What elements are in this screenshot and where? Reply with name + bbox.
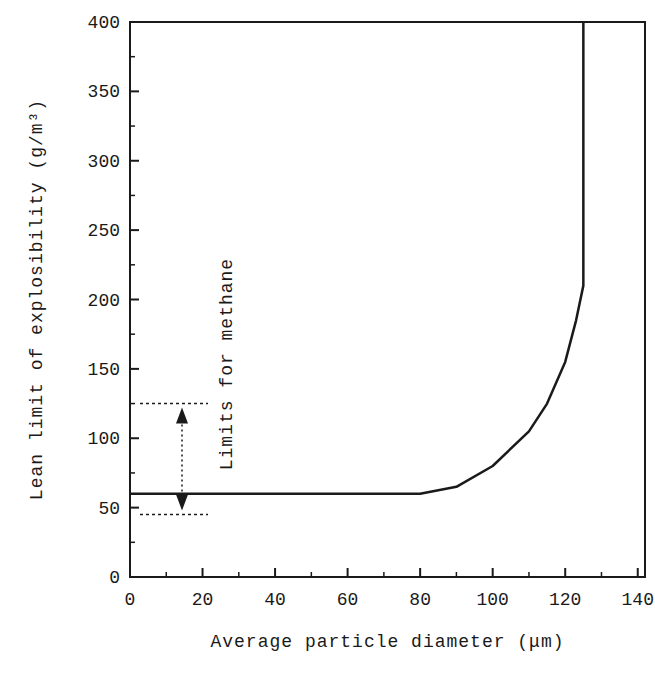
y-tick-label: 200: [88, 291, 120, 311]
y-minor-tick: [130, 264, 135, 266]
x-minor-tick: [456, 572, 458, 577]
x-minor-tick: [238, 572, 240, 577]
y-tick: [130, 160, 139, 162]
y-minor-tick: [130, 472, 135, 474]
y-tick-label: 0: [109, 568, 120, 588]
x-axis-title: Average particle diameter (μm): [210, 632, 564, 652]
x-tick-label: 120: [549, 590, 581, 610]
y-minor-tick: [130, 542, 135, 544]
y-tick-label: 100: [88, 429, 120, 449]
methane-arrow-shaft: [181, 420, 183, 499]
y-tick: [130, 437, 139, 439]
y-tick: [130, 229, 139, 231]
y-tick: [130, 90, 139, 92]
y-tick-label: 250: [88, 221, 120, 241]
series-line: [130, 22, 583, 494]
chart-container: 0 20 40 60 80 100 120 140 0 50 100 150 200 250 300 350 4…: [0, 0, 655, 692]
x-tick: [129, 568, 131, 577]
y-tick-label: 300: [88, 152, 120, 172]
x-tick: [347, 568, 349, 577]
x-tick-label: 100: [476, 590, 508, 610]
y-minor-tick: [130, 195, 135, 197]
plot-frame: [130, 22, 645, 577]
x-minor-tick: [601, 572, 603, 577]
y-minor-tick: [130, 56, 135, 58]
methane-limit-line: [140, 403, 208, 405]
y-tick: [130, 507, 139, 509]
y-tick-label: 350: [88, 82, 120, 102]
x-minor-tick: [166, 572, 168, 577]
x-tick: [274, 568, 276, 577]
y-tick-label: 150: [88, 360, 120, 380]
annotation-text: Limits for methane: [217, 258, 237, 470]
y-tick: [130, 576, 139, 578]
x-minor-tick: [528, 572, 530, 577]
x-tick-label: 20: [192, 590, 214, 610]
methane-arrow-head: [176, 408, 188, 424]
y-tick: [130, 21, 139, 23]
methane-arrow-head: [176, 495, 188, 511]
y-tick: [130, 299, 139, 301]
x-minor-tick: [383, 572, 385, 577]
x-tick-label: 140: [622, 590, 654, 610]
chart-svg: 0 20 40 60 80 100 120 140 0 50 100 150 200 250 300 350 4…: [0, 0, 655, 692]
x-tick-label: 40: [264, 590, 286, 610]
y-minor-tick: [130, 403, 135, 405]
y-tick-label: 400: [88, 13, 120, 33]
y-minor-tick: [130, 125, 135, 127]
x-tick: [419, 568, 421, 577]
x-tick-label: 60: [337, 590, 359, 610]
x-tick: [564, 568, 566, 577]
x-tick: [637, 568, 639, 577]
x-tick-label: 0: [125, 590, 136, 610]
methane-limit-line: [140, 514, 208, 516]
x-minor-tick: [311, 572, 313, 577]
y-tick-label: 50: [98, 499, 120, 519]
y-minor-tick: [130, 333, 135, 335]
x-tick-label: 80: [409, 590, 431, 610]
y-tick: [130, 368, 139, 370]
y-axis-title: Lean limit of explosibility (g/m³): [27, 99, 47, 500]
series-group: [130, 22, 583, 494]
x-tick: [202, 568, 204, 577]
x-tick: [492, 568, 494, 577]
